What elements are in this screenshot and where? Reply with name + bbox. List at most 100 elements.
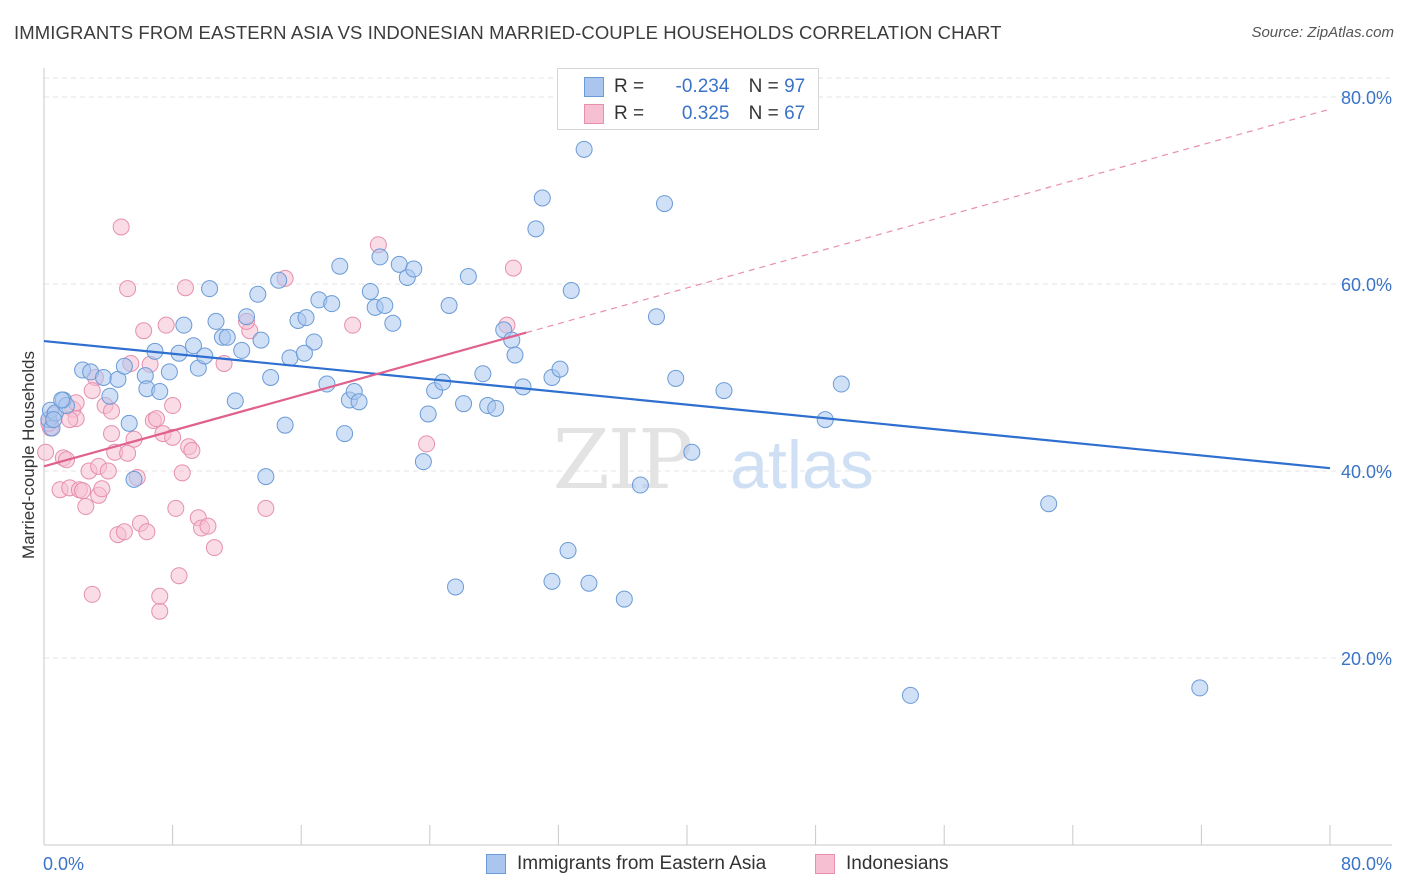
indonesians-trend-line bbox=[43, 331, 527, 468]
eastern-asia-point bbox=[405, 260, 423, 278]
indonesians-point bbox=[148, 410, 166, 428]
y-tick-label: 40.0% bbox=[1341, 462, 1392, 482]
eastern-asia-point bbox=[647, 308, 665, 326]
legend-label: Immigrants from Eastern Asia bbox=[517, 853, 767, 874]
watermark-atlas: atlas bbox=[730, 427, 874, 503]
legend-label: Indonesians bbox=[846, 853, 949, 874]
eastern-asia-point bbox=[331, 257, 349, 275]
indonesians-point bbox=[135, 322, 153, 340]
n-value: 97 bbox=[784, 76, 806, 97]
eastern-asia-point bbox=[434, 373, 452, 391]
indonesians-point bbox=[103, 402, 121, 420]
eastern-asia-point bbox=[487, 399, 505, 417]
eastern-asia-point bbox=[562, 282, 580, 300]
eastern-asia-point bbox=[901, 686, 919, 704]
eastern-asia-points bbox=[40, 102, 1209, 704]
eastern-asia-point bbox=[371, 248, 389, 266]
indonesians-point bbox=[138, 523, 156, 541]
r-label: R = bbox=[614, 76, 645, 97]
eastern-asia-point bbox=[53, 391, 71, 409]
indonesians-point bbox=[99, 462, 117, 480]
indonesians-point bbox=[418, 435, 436, 453]
tick-labels: 20.0% 40.0% 60.0% 80.0% 0.0% 80.0% bbox=[43, 88, 1392, 874]
eastern-asia-point bbox=[45, 411, 63, 429]
eastern-asia-point bbox=[506, 346, 524, 364]
eastern-asia-point bbox=[1040, 495, 1058, 513]
eastern-asia-point bbox=[257, 468, 275, 486]
indonesians-point bbox=[112, 218, 130, 236]
source-label: Source: ZipAtlas.com bbox=[1251, 24, 1394, 41]
y-axis-label: Married-couple Households bbox=[19, 351, 38, 559]
eastern-asia-point bbox=[533, 189, 551, 207]
blue-swatch bbox=[584, 77, 604, 97]
indonesians-point bbox=[119, 444, 137, 462]
indonesians-point bbox=[157, 316, 175, 334]
eastern-asia-point bbox=[559, 541, 577, 559]
eastern-asia-point bbox=[440, 297, 458, 315]
eastern-asia-point bbox=[615, 590, 633, 608]
eastern-asia-point bbox=[414, 453, 432, 471]
eastern-asia-point bbox=[323, 295, 341, 313]
eastern-asia-point bbox=[101, 387, 119, 405]
indonesians-point bbox=[199, 517, 217, 535]
indonesians-point bbox=[176, 279, 194, 297]
indonesians-point bbox=[83, 382, 101, 400]
trend-lines bbox=[43, 108, 1331, 470]
indonesians-point bbox=[77, 498, 95, 516]
eastern-asia-point bbox=[151, 383, 169, 401]
indonesians-point bbox=[74, 482, 92, 500]
eastern-asia-point bbox=[361, 282, 379, 300]
eastern-asia-point bbox=[281, 349, 299, 367]
eastern-asia-point bbox=[631, 476, 649, 494]
eastern-asia-point bbox=[1191, 679, 1209, 697]
r-label: R = bbox=[614, 103, 645, 124]
y-tick-label: 60.0% bbox=[1341, 275, 1392, 295]
indonesians-point bbox=[173, 464, 191, 482]
eastern-asia-point bbox=[270, 271, 288, 289]
eastern-asia-point bbox=[683, 443, 701, 461]
eastern-asia-point bbox=[376, 297, 394, 315]
eastern-asia-point bbox=[218, 328, 236, 346]
r-value: 0.325 bbox=[681, 103, 730, 124]
eastern-asia-point bbox=[238, 308, 256, 326]
legend-row-text: R = 0.325 N = 67 bbox=[614, 103, 805, 125]
indonesians-point bbox=[115, 523, 133, 541]
eastern-asia-point bbox=[459, 268, 477, 286]
indonesians-trend-extension bbox=[526, 108, 1331, 334]
indonesians-point bbox=[151, 602, 169, 620]
indonesians-point bbox=[93, 480, 111, 498]
eastern-asia-point bbox=[184, 337, 202, 355]
indonesians-point bbox=[61, 411, 79, 429]
gridlines bbox=[44, 77, 1392, 659]
chart-title: IMMIGRANTS FROM EASTERN ASIA VS INDONESI… bbox=[14, 22, 1002, 43]
eastern-asia-point bbox=[201, 280, 219, 298]
eastern-asia-point bbox=[575, 140, 593, 158]
eastern-asia-point bbox=[175, 316, 193, 334]
eastern-asia-point bbox=[832, 375, 850, 393]
eastern-asia-point bbox=[527, 220, 545, 238]
indonesians-point bbox=[119, 280, 137, 298]
eastern-asia-point bbox=[94, 369, 112, 386]
indonesians-point bbox=[344, 316, 362, 334]
x-tick-label: 80.0% bbox=[1341, 854, 1392, 874]
pink-swatch bbox=[584, 104, 604, 124]
eastern-asia-point bbox=[580, 574, 598, 592]
n-label: N = bbox=[748, 76, 779, 97]
eastern-asia-point bbox=[125, 470, 143, 488]
indonesians-point bbox=[151, 587, 169, 605]
blue-swatch bbox=[486, 854, 506, 874]
eastern-asia-point bbox=[252, 331, 270, 349]
pink-swatch bbox=[815, 854, 835, 874]
indonesians-point bbox=[164, 428, 182, 446]
eastern-asia-point bbox=[551, 360, 569, 378]
eastern-asia-point bbox=[249, 285, 267, 303]
eastern-asia-point bbox=[667, 369, 685, 387]
indonesians-point bbox=[167, 499, 185, 517]
eastern-asia-point bbox=[350, 393, 368, 411]
correlation-legend: R = -0.234 N = 97 R = 0.325 N = 67 bbox=[557, 68, 819, 130]
eastern-asia-point bbox=[474, 365, 492, 383]
eastern-asia-point bbox=[715, 382, 733, 400]
n-label: N = bbox=[748, 103, 779, 124]
axes bbox=[43, 68, 1392, 846]
